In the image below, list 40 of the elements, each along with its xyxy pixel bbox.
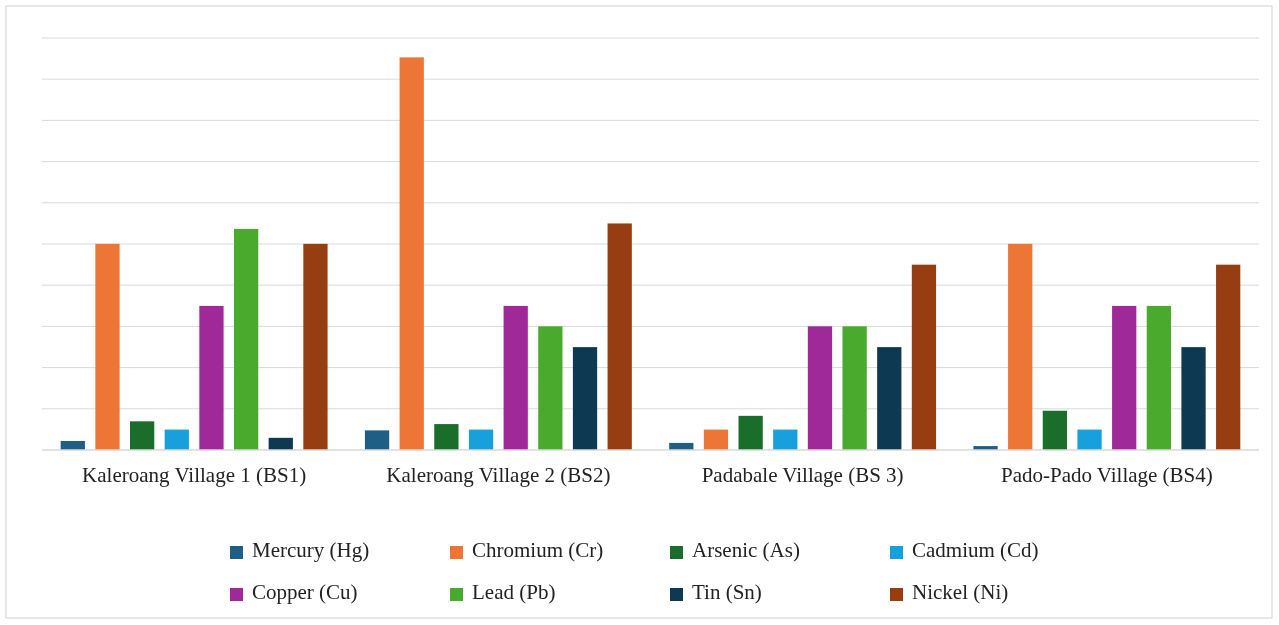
x-tick-label: Padabale Village (BS 3) xyxy=(701,463,904,488)
legend-label: Chromium (Cr) xyxy=(472,538,604,562)
bar xyxy=(503,305,528,450)
bar xyxy=(1077,429,1102,450)
bar xyxy=(199,305,224,450)
bar xyxy=(399,57,424,450)
bar xyxy=(233,228,259,450)
legend-label: Arsenic (As) xyxy=(692,538,800,562)
bar xyxy=(1008,243,1033,450)
bar xyxy=(164,429,189,450)
legend-label: Mercury (Hg) xyxy=(252,538,370,562)
bar xyxy=(434,424,459,450)
bar xyxy=(1112,305,1137,450)
bar xyxy=(738,415,763,450)
legend-label: Copper (Cu) xyxy=(252,580,358,604)
bar xyxy=(538,326,563,450)
bar xyxy=(303,243,328,450)
bar xyxy=(1146,305,1171,450)
bar xyxy=(468,429,494,450)
legend-label: Cadmium (Cd) xyxy=(912,538,1039,562)
bar xyxy=(364,430,390,450)
bar xyxy=(911,264,937,450)
bar xyxy=(1216,264,1241,450)
bar xyxy=(130,421,155,450)
bar xyxy=(1181,347,1206,450)
bar xyxy=(773,429,798,450)
bar xyxy=(807,326,833,450)
x-tick-label: Pado-Pado Village (BS4) xyxy=(1000,463,1213,488)
legend-label: Tin (Sn) xyxy=(692,580,762,604)
bar xyxy=(607,223,632,450)
bar xyxy=(95,243,120,450)
bar xyxy=(877,347,902,450)
x-tick-label: Kaleroang Village 1 (BS1) xyxy=(82,463,307,488)
bar xyxy=(842,326,867,450)
x-tick-label: Kaleroang Village 2 (BS2) xyxy=(386,463,611,488)
bar xyxy=(703,429,729,450)
bar xyxy=(1042,410,1068,450)
legend-label: Lead (Pb) xyxy=(472,580,556,604)
bar xyxy=(572,347,598,450)
legend-label: Nickel (Ni) xyxy=(912,580,1009,604)
